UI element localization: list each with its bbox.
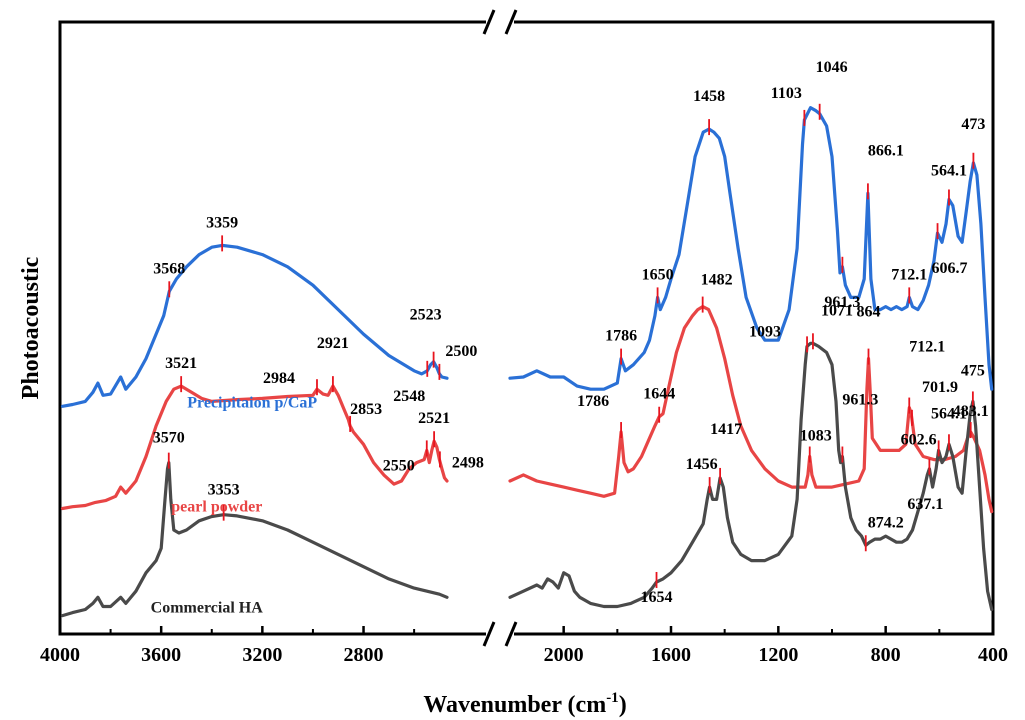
axis-break-gap — [486, 628, 514, 640]
peak-label: 3353 — [208, 482, 240, 499]
peak-label: 874.2 — [868, 514, 904, 531]
x-axis-title-close: ) — [619, 692, 627, 718]
peak-label-layer: 3568 3359 2548 2523 2500 1786 1650 1458 1103 1046… — [153, 59, 989, 606]
peak-label: 2853 — [350, 401, 382, 418]
series-label: Precipitaion p/CaP — [187, 395, 317, 412]
peak-label: 2500 — [445, 343, 477, 360]
peak-label: 606.7 — [932, 260, 968, 277]
series-layer — [60, 106, 994, 618]
peak-label: 712.1 — [909, 339, 945, 356]
peak-label: 2523 — [410, 307, 442, 324]
peak-label: 2984 — [263, 370, 295, 387]
peak-label: 2521 — [418, 410, 450, 427]
x-tick-label: 400 — [978, 644, 1008, 666]
x-tick-label: 2800 — [344, 644, 384, 666]
peak-label: 1786 — [605, 328, 637, 345]
peak-label: 1046 — [816, 59, 848, 76]
peak-label: 1644 — [643, 386, 675, 403]
peak-label: 1786 — [577, 393, 609, 410]
peak-label: 866.1 — [868, 142, 904, 159]
peak-label: 483.1 — [953, 403, 989, 420]
peak-label: 1103 — [771, 85, 802, 102]
axis-break-slash — [482, 621, 496, 647]
series-label-layer: Precipitaion p/CaP pearl powder Commercial… — [151, 395, 318, 617]
x-axis-title-main: Wavenumber (cm — [423, 692, 606, 718]
peak-label: 1083 — [800, 428, 832, 445]
peak-label: 637.1 — [907, 496, 943, 513]
axis-break-gap — [486, 16, 514, 28]
peak-label: 961.3 — [824, 294, 860, 311]
peak-label: 1456 — [686, 456, 718, 473]
x-tick-label: 2000 — [544, 644, 584, 666]
plot-frame — [58, 20, 995, 636]
peak-label: 1482 — [701, 272, 733, 289]
series-label: Commercial HA — [151, 600, 264, 617]
x-tick-label: 4000 — [40, 644, 80, 666]
series-label: pearl powder — [171, 499, 262, 516]
x-axis-title: Wavenumber (cm-1) — [423, 690, 626, 718]
peak-label: 564.1 — [931, 162, 967, 179]
x-tick-label: 3600 — [141, 644, 181, 666]
peak-label: 473 — [961, 116, 985, 133]
axis-break-layer — [482, 9, 518, 647]
peak-label: 2498 — [452, 454, 484, 471]
peak-marker-layer — [167, 103, 975, 588]
peak-label: 1071 — [821, 302, 853, 319]
x-tick-label: 3200 — [242, 644, 282, 666]
series-line-2-segment-1 — [508, 341, 994, 612]
x-tick-label: 1200 — [758, 644, 798, 666]
x-axis-title-superscript: -1 — [606, 690, 619, 706]
peak-label: 3570 — [153, 430, 185, 447]
peak-label: 1093 — [749, 323, 781, 340]
axis-break-slash — [482, 9, 496, 35]
peak-label: 1650 — [642, 266, 674, 283]
series-line-0-segment-0 — [60, 243, 449, 408]
series-line-2-segment-0 — [60, 461, 449, 618]
x-tick-layer: 4000 3600 3200 2800 2000 1600 1200 800 400 — [40, 626, 1008, 666]
axis-break-slash — [504, 621, 518, 647]
peak-label: 712.1 — [891, 266, 927, 283]
peak-label: 3568 — [153, 260, 185, 277]
peak-label: 564.1 — [931, 405, 967, 422]
peak-label: 864 — [856, 304, 880, 321]
peak-label: 2921 — [317, 335, 349, 352]
peak-label: 3359 — [206, 214, 238, 231]
peak-label: 961.3 — [842, 392, 878, 409]
y-axis-title: Photoacoustic — [18, 256, 44, 399]
axis-break-slash — [504, 9, 518, 35]
peak-label: 602.6 — [901, 431, 937, 448]
peak-label: 1417 — [710, 421, 742, 438]
x-tick-label: 1600 — [651, 644, 691, 666]
peak-label: 3521 — [165, 355, 197, 372]
peak-label: 1458 — [693, 88, 725, 105]
x-tick-label: 800 — [871, 644, 901, 666]
peak-label: 475 — [961, 362, 985, 379]
peak-label: 2550 — [383, 457, 415, 474]
peak-label: 701.9 — [922, 379, 958, 396]
peak-label: 1654 — [641, 589, 673, 606]
peak-label: 2548 — [393, 388, 425, 405]
